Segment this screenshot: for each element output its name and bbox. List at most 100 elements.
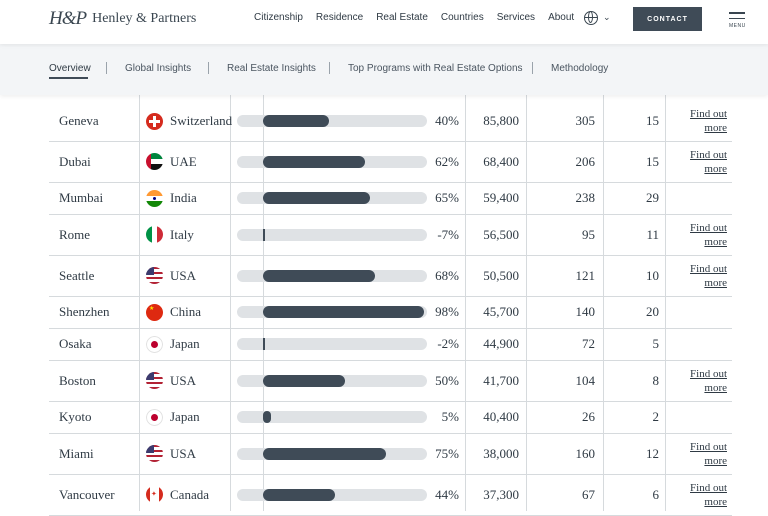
centi-millionaires-count: 305 <box>575 113 596 128</box>
find-out-more-link[interactable]: Find out more <box>687 367 727 395</box>
city-name: Boston <box>59 372 96 388</box>
link-label: Find out <box>690 440 727 453</box>
tab-divider <box>208 62 209 74</box>
growth-bar-fill <box>263 488 336 501</box>
billionaires-count: 10 <box>646 267 659 283</box>
flag-switzerland-icon <box>146 112 163 130</box>
growth-bar-fill <box>263 269 375 282</box>
growth-percent: 50% <box>435 372 459 388</box>
flag-china-icon: ★ <box>146 303 163 321</box>
growth-bar <box>237 155 427 168</box>
link-label: more <box>704 122 727 134</box>
growth-bar <box>237 447 427 460</box>
growth-percent: 62% <box>435 153 459 169</box>
menu-button[interactable]: MENU <box>729 12 745 29</box>
find-out-more-link[interactable]: Find out more <box>687 440 727 468</box>
flag-usa-icon <box>146 372 163 389</box>
growth-bar <box>237 269 427 282</box>
growth-bar-fill <box>263 155 365 168</box>
city-name: Vancouver <box>59 486 115 502</box>
tab-global-insights[interactable]: Global Insights <box>125 63 192 74</box>
growth-bar <box>237 115 427 127</box>
flag-canada-icon: ✦ <box>146 486 163 503</box>
table-row: Shenzhen ★ China 98% 45,700 140 20 <box>49 296 732 329</box>
growth-bar <box>237 488 427 501</box>
country-name: Japan <box>170 409 200 424</box>
billionaires-count: 11 <box>646 226 659 242</box>
table-row: Rome Italy -7% 56,500 95 11 Find out more <box>49 214 732 256</box>
column-divider <box>665 95 666 511</box>
nav-about[interactable]: About <box>548 12 575 23</box>
country-name: USA <box>170 267 197 283</box>
millionaires-count: 38,000 <box>483 445 519 461</box>
flag-usa-icon <box>146 267 163 284</box>
link-label: more <box>704 162 727 175</box>
millionaires-count: 44,900 <box>483 336 519 351</box>
link-label: Find out <box>690 481 727 494</box>
centi-millionaires-count: 206 <box>575 153 596 169</box>
tab-real-estate-insights[interactable]: Real Estate Insights <box>227 63 316 74</box>
nav-services[interactable]: Services <box>496 12 536 23</box>
country-name: China <box>170 304 202 319</box>
logo-text: Henley & Partners <box>92 11 197 26</box>
section-tabs: Overview Global Insights Real Estate Ins… <box>0 44 768 95</box>
tab-overview[interactable]: Overview <box>49 63 91 74</box>
growth-bar <box>237 306 427 318</box>
growth-bar <box>237 228 427 241</box>
growth-bar-fill <box>263 306 424 318</box>
city-name: Rome <box>59 226 91 242</box>
country-name: USA <box>170 445 197 461</box>
nav-residence[interactable]: Residence <box>315 12 364 23</box>
column-divider <box>230 95 231 511</box>
tab-methodology[interactable]: Methodology <box>551 63 609 74</box>
growth-bar-fill <box>263 447 386 460</box>
city-name: Dubai <box>59 153 91 169</box>
growth-percent: 68% <box>435 267 459 283</box>
centi-millionaires-count: 67 <box>582 486 595 502</box>
tab-divider <box>329 62 330 74</box>
centi-millionaires-count: 121 <box>575 267 596 283</box>
nav-real-estate[interactable]: Real Estate <box>376 12 428 23</box>
find-out-more-link[interactable]: Find out more <box>687 221 727 249</box>
flag-india-icon <box>146 189 163 207</box>
chevron-down-icon[interactable]: ⌄ <box>603 13 611 23</box>
active-tab-indicator <box>49 77 88 79</box>
city-name: Miami <box>59 445 94 461</box>
tab-top-programs[interactable]: Top Programs with Real Estate Options <box>348 63 523 74</box>
city-name: Osaka <box>59 336 92 351</box>
growth-bar-fill <box>263 192 370 204</box>
link-label: Find out <box>690 367 727 380</box>
find-out-more-link[interactable]: Find out more <box>687 481 727 509</box>
millionaires-count: 85,800 <box>483 113 519 128</box>
nav-citizenship[interactable]: Citizenship <box>254 12 303 23</box>
city-name: Kyoto <box>59 409 92 424</box>
flag-italy-icon <box>146 226 163 243</box>
growth-percent: 65% <box>435 190 459 205</box>
city-name: Geneva <box>59 113 99 128</box>
tab-divider <box>106 62 107 74</box>
contact-button[interactable]: CONTACT <box>633 7 702 31</box>
billionaires-count: 29 <box>646 190 659 205</box>
millionaires-count: 45,700 <box>483 304 519 319</box>
menu-label: MENU <box>729 23 746 29</box>
logo[interactable]: H&P Henley & Partners <box>49 8 196 30</box>
logo-mark: H&P <box>49 8 87 29</box>
table-row: Geneva Switzerland 40% 85,800 305 15 Find out m… <box>49 101 732 142</box>
table-row: Seattle USA 68% 50,500 121 10 Find out more <box>49 255 732 297</box>
country-name: Japan <box>170 336 200 351</box>
link-label: more <box>704 276 727 289</box>
globe-icon[interactable] <box>584 11 598 25</box>
nav-countries[interactable]: Countries <box>440 12 484 23</box>
table-row: Dubai UAE 62% 68,400 206 15 Find out more <box>49 141 732 183</box>
link-label: more <box>704 381 727 394</box>
find-out-more-link[interactable]: Find out more <box>687 107 727 135</box>
millionaires-count: 68,400 <box>483 153 519 169</box>
find-out-more-link[interactable]: Find out more <box>687 262 727 290</box>
growth-percent: -7% <box>437 226 459 242</box>
country-name: India <box>170 190 197 205</box>
growth-bar <box>237 374 427 387</box>
column-divider <box>603 95 604 511</box>
find-out-more-link[interactable]: Find out more <box>687 148 727 176</box>
millionaires-count: 56,500 <box>483 226 519 242</box>
flag-usa-icon <box>146 445 163 462</box>
